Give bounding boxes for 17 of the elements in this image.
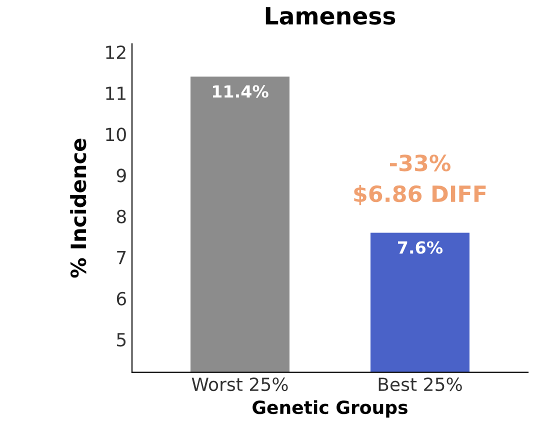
x-axis-title: Genetic Groups (252, 400, 408, 418)
y-tick-label: 12 (106, 45, 126, 59)
y-tick-label: 11 (106, 86, 126, 100)
x-tick-label: Best 25% (378, 377, 462, 392)
y-tick-label: 5 (117, 333, 126, 347)
y-tick-label: 8 (116, 210, 126, 224)
data-label: 11.4% (212, 85, 268, 98)
annotation: $6.86 DIFF (354, 184, 486, 206)
annotation: -33% (390, 154, 450, 172)
y-tick-label: 6 (116, 292, 126, 306)
y-axis-title: % Incidence (70, 138, 86, 278)
x-tick-label: Worst 25% (192, 377, 288, 392)
y-tick-label: 9 (116, 168, 126, 182)
data-label: 7.6% (398, 241, 443, 254)
y-tick-label: 10 (106, 128, 126, 142)
chart-title: Lameness (266, 7, 396, 25)
y-tick-label: 7 (117, 251, 126, 264)
